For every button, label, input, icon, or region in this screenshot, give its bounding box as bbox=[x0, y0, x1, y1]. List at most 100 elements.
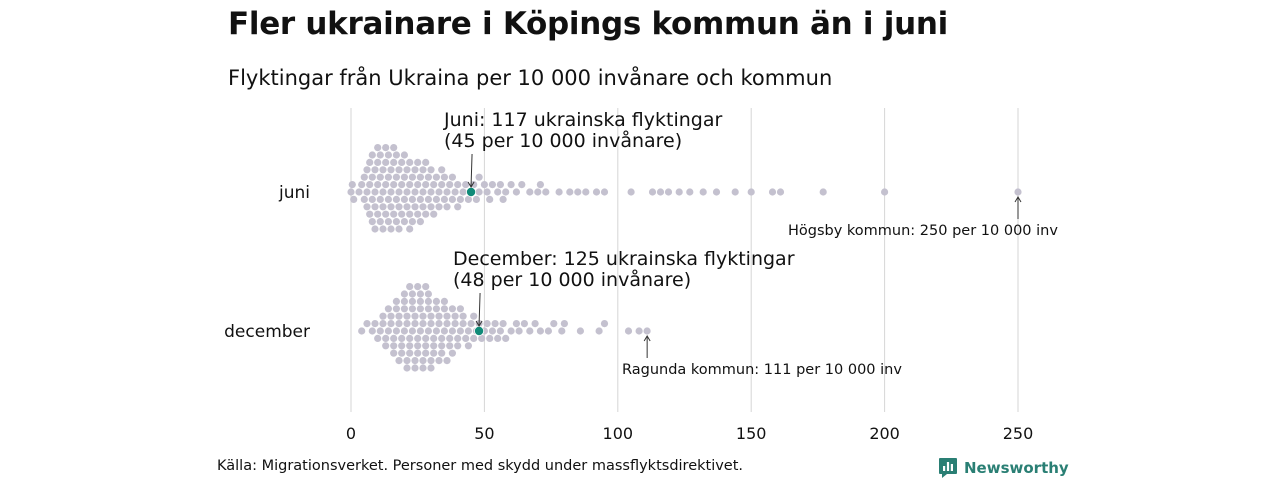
data-point bbox=[384, 218, 392, 226]
arrow-head bbox=[643, 335, 651, 342]
data-point bbox=[432, 297, 440, 305]
highlight-sublabel-juni: (45 per 10 000 invånare) bbox=[444, 129, 682, 152]
data-point bbox=[438, 334, 446, 342]
data-point bbox=[464, 195, 472, 203]
data-point bbox=[464, 327, 472, 335]
data-point bbox=[379, 188, 387, 196]
chart-subtitle: Flyktingar från Ukraina per 10 000 invån… bbox=[228, 66, 833, 90]
data-point bbox=[406, 342, 414, 350]
data-point bbox=[483, 188, 491, 196]
data-point bbox=[403, 364, 411, 372]
data-point bbox=[486, 334, 494, 342]
data-point bbox=[456, 195, 464, 203]
data-point bbox=[400, 305, 408, 313]
data-point bbox=[414, 334, 422, 342]
data-point bbox=[440, 305, 448, 313]
data-point bbox=[499, 195, 507, 203]
data-point bbox=[403, 320, 411, 328]
data-point bbox=[491, 320, 499, 328]
data-point bbox=[451, 320, 459, 328]
data-point bbox=[467, 320, 475, 328]
data-point bbox=[427, 312, 435, 320]
data-point bbox=[416, 218, 424, 226]
data-point bbox=[536, 327, 545, 335]
data-point bbox=[371, 225, 379, 233]
data-point bbox=[366, 158, 374, 166]
data-point bbox=[881, 188, 889, 196]
data-point bbox=[382, 158, 390, 166]
arrow-head bbox=[475, 320, 483, 327]
data-point bbox=[406, 181, 414, 189]
data-point bbox=[400, 195, 408, 203]
data-point bbox=[424, 297, 432, 305]
data-point bbox=[427, 166, 435, 174]
data-point bbox=[390, 181, 398, 189]
data-point bbox=[398, 158, 406, 166]
data-point bbox=[403, 357, 411, 365]
data-point bbox=[582, 188, 590, 196]
data-point bbox=[422, 334, 430, 342]
data-point bbox=[408, 218, 416, 226]
data-point bbox=[400, 290, 408, 298]
data-point bbox=[414, 349, 422, 357]
data-point bbox=[384, 173, 392, 181]
data-point bbox=[454, 181, 462, 189]
data-point bbox=[408, 290, 416, 298]
data-point bbox=[371, 188, 379, 196]
data-point bbox=[819, 188, 827, 196]
data-point bbox=[398, 210, 406, 218]
data-point bbox=[494, 188, 502, 196]
data-point bbox=[507, 327, 515, 335]
data-point bbox=[379, 320, 387, 328]
data-point bbox=[400, 327, 408, 335]
data-point bbox=[475, 188, 483, 196]
data-point bbox=[387, 320, 395, 328]
data-point bbox=[600, 188, 609, 196]
data-point bbox=[392, 173, 400, 181]
data-point bbox=[411, 357, 419, 365]
data-point bbox=[472, 195, 480, 203]
data-point bbox=[411, 364, 419, 372]
data-point bbox=[398, 334, 406, 342]
data-point bbox=[483, 320, 491, 328]
data-point bbox=[376, 327, 384, 335]
data-point bbox=[382, 210, 390, 218]
data-point bbox=[1014, 188, 1022, 196]
data-point bbox=[440, 297, 448, 305]
data-point bbox=[438, 349, 446, 357]
data-point bbox=[443, 320, 451, 328]
data-point bbox=[456, 327, 464, 335]
data-point bbox=[398, 349, 406, 357]
data-point bbox=[366, 181, 374, 189]
data-point bbox=[348, 181, 356, 189]
data-point bbox=[427, 357, 435, 365]
data-point bbox=[435, 357, 443, 365]
data-point bbox=[355, 188, 363, 196]
data-point bbox=[462, 181, 470, 189]
data-point bbox=[448, 195, 456, 203]
data-point bbox=[363, 166, 371, 174]
data-point bbox=[422, 210, 430, 218]
data-point bbox=[395, 357, 403, 365]
category-label-juni: juni bbox=[278, 183, 310, 203]
data-point bbox=[419, 320, 427, 328]
data-point bbox=[374, 158, 382, 166]
data-point bbox=[427, 203, 435, 211]
data-point bbox=[376, 151, 384, 159]
highlight-label-juni: Juni: 117 ukrainska flyktingar bbox=[443, 109, 722, 131]
data-point bbox=[358, 181, 366, 189]
data-point bbox=[438, 342, 446, 350]
data-point bbox=[574, 188, 582, 196]
data-point bbox=[363, 203, 371, 211]
data-point bbox=[627, 188, 635, 196]
data-point bbox=[395, 166, 403, 174]
highlight-pointer-december bbox=[478, 292, 481, 326]
data-point bbox=[376, 195, 384, 203]
data-point bbox=[414, 181, 422, 189]
x-tick-label: 50 bbox=[474, 424, 494, 443]
data-point bbox=[448, 327, 456, 335]
data-point bbox=[382, 342, 390, 350]
highlight-sublabel-december: (48 per 10 000 invånare) bbox=[453, 268, 691, 291]
data-point bbox=[392, 218, 400, 226]
data-point bbox=[494, 334, 502, 342]
